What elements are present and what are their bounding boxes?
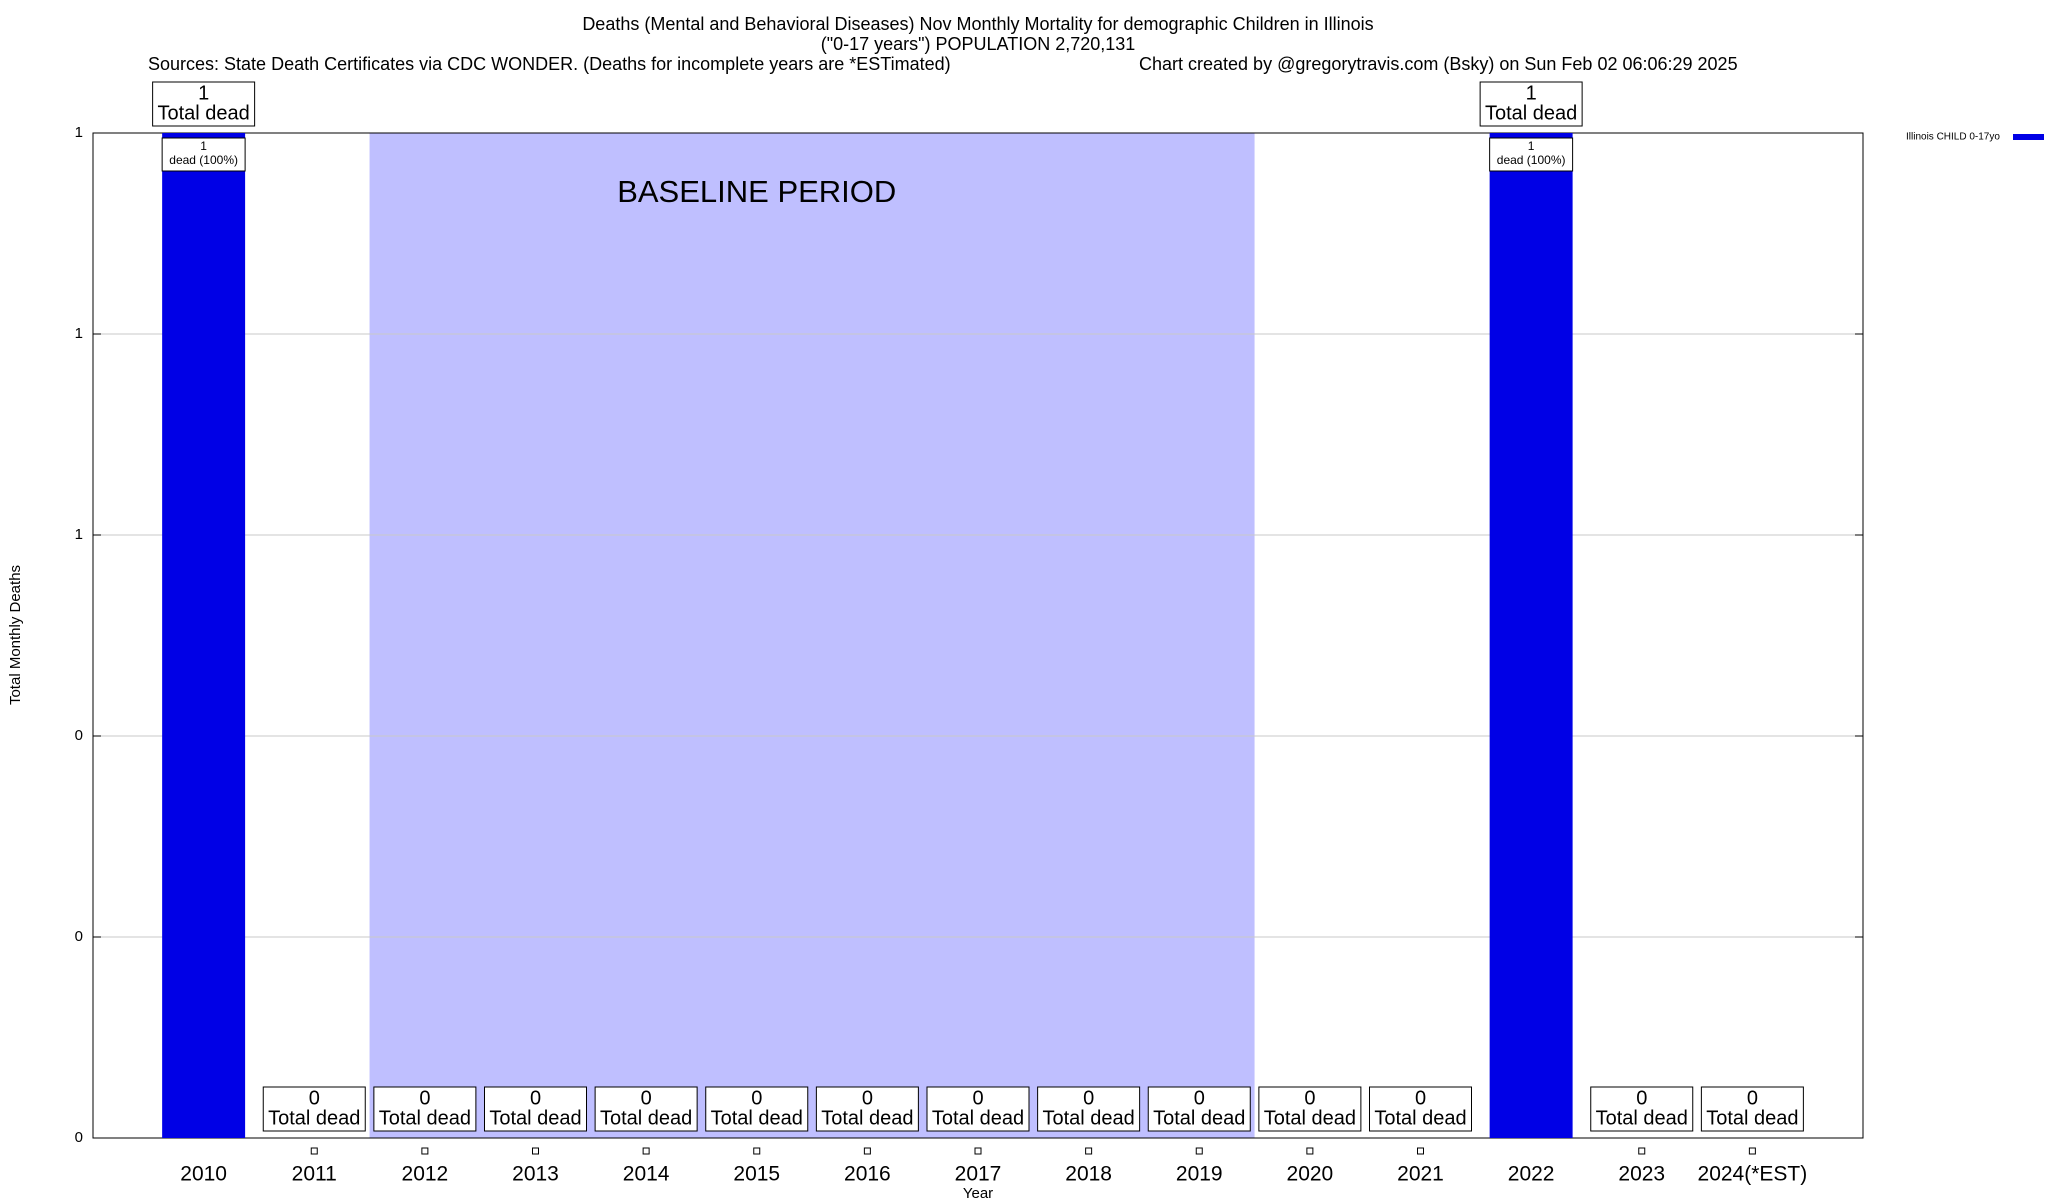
- total-box: [1700, 1086, 1804, 1132]
- total-value: 0: [309, 1087, 320, 1109]
- total-value: 0: [530, 1087, 541, 1109]
- total-box: [1479, 81, 1583, 127]
- total-box: [1147, 1086, 1251, 1132]
- total-label: Total dead: [821, 1107, 913, 1129]
- x-tick-label: 2022: [1508, 1163, 1555, 1186]
- x-tick-label: 2024(*EST): [1698, 1163, 1808, 1186]
- inner-value: 1: [1528, 139, 1535, 153]
- total-label: Total dead: [1596, 1107, 1688, 1129]
- chart-subtitle: ("0-17 years") POPULATION 2,720,131: [821, 34, 1136, 54]
- plot-frame: [92, 132, 1864, 1139]
- x-tick-label: 2010: [180, 1163, 227, 1186]
- inner-label: dead (100%): [1497, 153, 1566, 167]
- zero-marker: [1748, 1147, 1756, 1155]
- total-box: [262, 1086, 366, 1132]
- total-value: 0: [1083, 1087, 1094, 1109]
- total-label: Total dead: [379, 1107, 471, 1129]
- total-box: [484, 1086, 587, 1132]
- zero-marker: [863, 1147, 871, 1155]
- total-value: 0: [862, 1087, 873, 1109]
- x-tick-label: 2011: [292, 1163, 337, 1186]
- zero-marker: [753, 1147, 761, 1155]
- total-value: 0: [751, 1087, 762, 1109]
- y-axis-label: Total Monthly Deaths: [7, 565, 24, 705]
- zero-marker: [1085, 1147, 1093, 1155]
- total-label: Total dead: [932, 1107, 1024, 1129]
- x-tick-label: 2016: [844, 1163, 891, 1186]
- total-label: Total dead: [711, 1107, 803, 1129]
- total-label: Total dead: [489, 1107, 581, 1129]
- y-tick-label: 0: [75, 727, 83, 744]
- baseline-label: BASELINE PERIOD: [617, 174, 896, 209]
- bar: [162, 133, 246, 1138]
- x-tick-label: 2015: [733, 1163, 780, 1186]
- x-tick-label: 2023: [1618, 1163, 1665, 1186]
- total-value: 1: [1526, 82, 1537, 104]
- total-box: [152, 81, 256, 127]
- zero-marker: [1195, 1147, 1203, 1155]
- total-value: 0: [1194, 1087, 1205, 1109]
- x-tick-label: 2017: [955, 1163, 1002, 1186]
- y-tick-label: 1: [75, 526, 83, 543]
- x-tick-label: 2020: [1287, 1163, 1334, 1186]
- inner-value: 1: [200, 139, 207, 153]
- total-label: Total dead: [1374, 1107, 1466, 1129]
- total-box: [1258, 1086, 1362, 1132]
- total-label: Total dead: [600, 1107, 692, 1129]
- baseline-region: [369, 133, 1255, 1138]
- total-box: [373, 1086, 477, 1132]
- zero-marker: [421, 1147, 429, 1155]
- zero-marker: [1638, 1147, 1646, 1155]
- chart-title: Deaths (Mental and Behavioral Diseases) …: [582, 14, 1373, 34]
- total-box: [1590, 1086, 1694, 1132]
- x-tick-label: 2019: [1176, 1163, 1223, 1186]
- x-axis-label: Year: [963, 1185, 993, 1200]
- total-box: [705, 1086, 809, 1132]
- y-tick-label: 1: [75, 124, 83, 141]
- total-box: [926, 1086, 1030, 1132]
- zero-marker: [532, 1147, 539, 1155]
- y-tick-label: 0: [75, 1129, 83, 1146]
- sources: Sources: State Death Certificates via CD…: [148, 54, 951, 74]
- total-value: 0: [1636, 1087, 1647, 1109]
- total-label: Total dead: [1706, 1107, 1798, 1129]
- x-tick-label: 2014: [623, 1163, 670, 1186]
- total-value: 0: [419, 1087, 430, 1109]
- total-box: [1369, 1086, 1472, 1132]
- inner-box: [1489, 137, 1574, 172]
- total-value: 0: [1304, 1087, 1315, 1109]
- total-value: 0: [972, 1087, 983, 1109]
- total-label: Total dead: [1153, 1107, 1245, 1129]
- total-box: [1037, 1086, 1141, 1132]
- zero-marker: [642, 1147, 650, 1155]
- x-tick-label: 2012: [402, 1163, 449, 1186]
- zero-marker: [1306, 1147, 1314, 1155]
- y-tick-label: 1: [75, 325, 83, 342]
- total-value: 0: [641, 1087, 652, 1109]
- zero-marker: [974, 1147, 982, 1155]
- inner-box: [161, 137, 246, 172]
- total-label: Total dead: [157, 102, 249, 124]
- inner-label: dead (100%): [169, 153, 238, 167]
- total-box: [594, 1086, 698, 1132]
- total-label: Total dead: [1042, 1107, 1134, 1129]
- x-tick-label: 2013: [512, 1163, 559, 1186]
- total-value: 0: [1747, 1087, 1758, 1109]
- total-value: 0: [1415, 1087, 1426, 1109]
- total-value: 1: [198, 82, 209, 104]
- x-tick-label: 2021: [1397, 1163, 1444, 1186]
- legend-label: Illinois CHILD 0-17yo: [1906, 132, 2000, 143]
- total-label: Total dead: [268, 1107, 360, 1129]
- total-label: Total dead: [1264, 1107, 1356, 1129]
- bar: [1489, 133, 1573, 1138]
- zero-marker: [310, 1147, 318, 1155]
- x-tick-label: 2018: [1065, 1163, 1112, 1186]
- credit: Chart created by @gregorytravis.com (Bsk…: [1139, 54, 1738, 74]
- total-label: Total dead: [1485, 102, 1577, 124]
- y-tick-label: 0: [75, 928, 83, 945]
- zero-marker: [1417, 1147, 1424, 1155]
- total-box: [815, 1086, 919, 1132]
